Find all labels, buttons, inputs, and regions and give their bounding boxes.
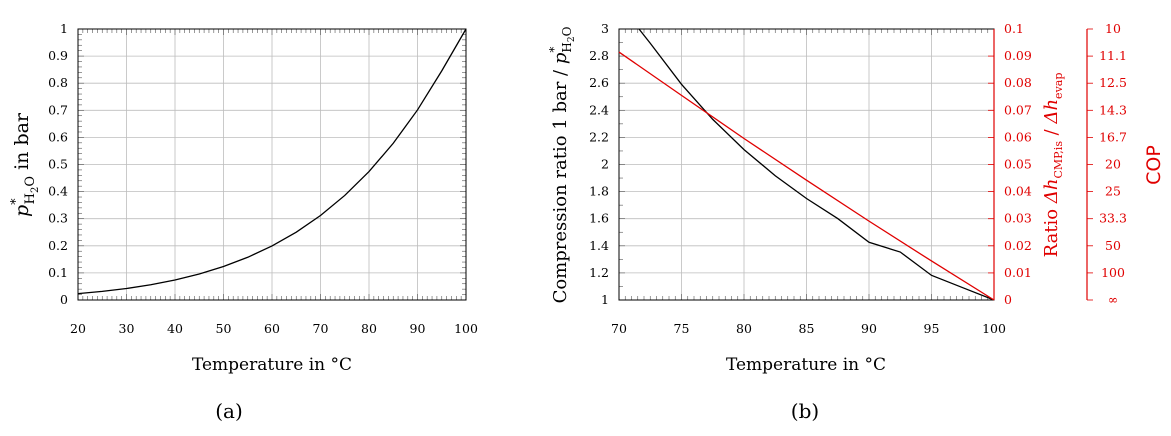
y-tick-label: 0.1 — [48, 265, 68, 280]
y-tick-label: 0.6 — [48, 129, 68, 144]
y-tick-label: 0.7 — [48, 102, 68, 117]
panel-a-y-tick-labels: 0 0.1 0.2 0.3 0.4 0.5 0.6 0.7 0.8 0.9 1 — [48, 21, 68, 307]
x-tick-label: 85 — [799, 321, 815, 336]
panel-a-series — [77, 28, 467, 295]
cop-tick-label: ∞ — [1108, 292, 1118, 307]
panel-a-minor-ticks — [77, 28, 467, 301]
cop-tick-label: 50 — [1105, 238, 1121, 253]
x-tick-label: 70 — [611, 321, 627, 336]
left-tick-label: 1.2 — [589, 265, 609, 280]
right-tick-label: 0.09 — [1004, 48, 1032, 63]
cop-tick-label: 12.5 — [1099, 75, 1127, 90]
panel-b-cop-tick-labels: ∞ 100 50 33.3 25 20 16.7 14.3 12.5 11.1 10 — [1099, 21, 1127, 307]
panel-b-x-tick-labels: 70 75 80 85 90 95 100 — [611, 321, 1006, 336]
panel-b-grid — [618, 28, 995, 301]
panel-a-frame — [77, 28, 467, 301]
right-tick-label: 0.01 — [1004, 265, 1032, 280]
right-tick-label: 0 — [1004, 292, 1012, 307]
x-tick-label: 100 — [982, 321, 1006, 336]
panel-b-cop-axis-label: COP — [1143, 145, 1165, 185]
series-line — [638, 28, 995, 301]
panel-a-x-tick-labels: 20 30 40 50 60 70 80 90 100 — [70, 321, 478, 336]
left-tick-label: 2.2 — [589, 129, 609, 144]
cop-tick-label: 11.1 — [1099, 48, 1127, 63]
x-tick-label: 60 — [264, 321, 280, 336]
y-tick-label: 1 — [60, 21, 68, 36]
left-tick-label: 3 — [601, 21, 609, 36]
panel-a-grid — [77, 28, 467, 301]
y-tick-label: 0.4 — [48, 184, 68, 199]
cop-tick-label: 25 — [1105, 184, 1121, 199]
series-line — [77, 28, 467, 295]
x-tick-label: 90 — [861, 321, 877, 336]
panel-a-chart: 20 30 40 50 60 70 80 90 100 00.10.20.30.40.50.60… — [9, 21, 478, 423]
right-tick-label: 0.08 — [1004, 75, 1032, 90]
left-tick-label: 2 — [601, 157, 609, 172]
panel-a-x-axis-label: Temperature in °C — [192, 355, 352, 375]
panel-b-series — [618, 28, 995, 301]
left-tick-label: 1.8 — [589, 184, 609, 199]
x-tick-label: 50 — [216, 321, 232, 336]
x-tick-label: 100 — [454, 321, 478, 336]
right-tick-label: 0.05 — [1004, 157, 1032, 172]
left-tick-label: 1.6 — [589, 211, 609, 226]
svg-text:Compression ratio 1 bar / p*H2: Compression ratio 1 bar / p*H2O — [547, 26, 577, 303]
x-tick-label: 90 — [410, 321, 426, 336]
panel-b-label: (b) — [791, 399, 819, 423]
cop-tick-label: 33.3 — [1099, 211, 1127, 226]
left-tick-label: 1 — [601, 292, 609, 307]
x-tick-label: 40 — [167, 321, 183, 336]
panel-b-right-axis-label: Ratio ΔhCMP,is / Δhevap — [1041, 73, 1065, 258]
y-tick-label: 0.2 — [48, 238, 68, 253]
svg-text:p*H2O in bar: p*H2O in bar — [9, 112, 41, 217]
cop-tick-label: 16.7 — [1099, 129, 1127, 144]
panel-b-left-tick-labels: 1 1.2 1.4 1.6 1.8 2 2.2 2.4 2.6 2.8 3 — [589, 21, 609, 307]
x-tick-label: 80 — [736, 321, 752, 336]
svg-text:Ratio ΔhCMP,is / Δhevap: Ratio ΔhCMP,is / Δhevap — [1041, 73, 1065, 258]
panel-a-label: (a) — [215, 399, 243, 423]
cop-tick-label: 100 — [1101, 265, 1125, 280]
y-tick-label: 0.5 — [48, 157, 68, 172]
left-tick-label: 1.4 — [589, 238, 609, 253]
x-tick-label: 20 — [70, 321, 86, 336]
right-tick-label: 0.02 — [1004, 238, 1032, 253]
right-tick-label: 0.03 — [1004, 211, 1032, 226]
left-tick-label: 2.4 — [589, 102, 609, 117]
y-tick-label: 0.9 — [48, 48, 68, 63]
x-tick-label: 95 — [924, 321, 940, 336]
panel-b-x-axis-label: Temperature in °C — [726, 355, 886, 375]
x-tick-label: 75 — [674, 321, 690, 336]
right-tick-label: 0.06 — [1004, 129, 1032, 144]
right-tick-label: 0.04 — [1004, 184, 1032, 199]
left-tick-label: 2.8 — [589, 48, 609, 63]
cop-tick-label: 10 — [1105, 21, 1121, 36]
panel-a-y-axis-label: p*H2O in bar — [9, 112, 41, 217]
panel-b-left-axis-label: Compression ratio 1 bar / p*H2O — [547, 26, 577, 303]
right-tick-label: 0.1 — [1004, 21, 1024, 36]
left-tick-label: 2.6 — [589, 75, 609, 90]
x-tick-label: 80 — [361, 321, 377, 336]
cop-tick-label: 20 — [1105, 157, 1121, 172]
cop-tick-label: 14.3 — [1099, 102, 1127, 117]
y-tick-label: 0 — [60, 292, 68, 307]
x-tick-label: 70 — [313, 321, 329, 336]
series-line — [618, 51, 995, 301]
y-tick-label: 0.8 — [48, 75, 68, 90]
svg-text:COP: COP — [1143, 145, 1165, 185]
right-tick-label: 0.07 — [1004, 102, 1032, 117]
y-tick-label: 0.3 — [48, 211, 68, 226]
panel-b-chart: 70 75 80 85 90 95 100 11.21.41.61.822.22.42.62… — [547, 21, 1165, 423]
panel-b-right-tick-labels: 0 0.01 0.02 0.03 0.04 0.05 0.06 0.07 0.08 0.09 0.1 — [1004, 21, 1032, 307]
x-tick-label: 30 — [119, 321, 135, 336]
